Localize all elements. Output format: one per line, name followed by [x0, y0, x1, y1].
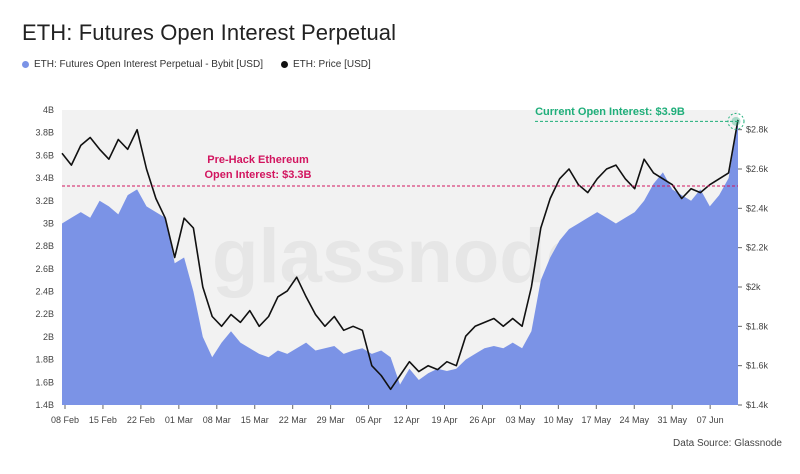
current-marker-ring	[727, 112, 745, 130]
y-left-tick-label: 3.4B	[35, 173, 54, 183]
series-price-line	[61, 119, 739, 391]
series-open-interest-area	[62, 121, 738, 406]
y-left-tick-label: 3.6B	[35, 150, 54, 160]
y-right-tick-label: $2.8k	[746, 125, 769, 135]
x-tick-label: 03 May	[506, 415, 536, 425]
y-right-tick-label: $1.4k	[746, 400, 769, 410]
legend-item-open-interest[interactable]: ETH: Futures Open Interest Perpetual - B…	[22, 59, 263, 70]
y-left-tick-label: 4B	[43, 105, 54, 115]
x-tick-label: 15 Feb	[89, 415, 117, 425]
y-left-tick-label: 1.6B	[35, 377, 54, 387]
x-tick-label: 22 Feb	[127, 415, 155, 425]
annotation-prehack-line2: Open Interest: $3.3B	[205, 169, 312, 181]
annotation-current: Current Open Interest: $3.9B	[535, 106, 685, 118]
x-tick-label: 24 May	[619, 415, 649, 425]
y-left-tick-label: 2.8B	[35, 241, 54, 251]
watermark: glassnode	[212, 214, 588, 299]
y-left-tick-label: 1.8B	[35, 355, 54, 365]
annotation-prehack-line1: Pre-Hack Ethereum	[207, 154, 309, 166]
x-tick-label: 17 May	[582, 415, 612, 425]
y-left-tick-label: 1.4B	[35, 400, 54, 410]
x-tick-label: 12 Apr	[394, 415, 420, 425]
y-right-tick-label: $2.2k	[746, 243, 769, 253]
y-right-tick-label: $2.6k	[746, 164, 769, 174]
legend: ETH: Futures Open Interest Perpetual - B…	[22, 59, 371, 70]
y-right-tick-label: $2.4k	[746, 203, 769, 213]
legend-swatch-price	[280, 61, 288, 68]
legend-swatch-open-interest	[22, 61, 29, 68]
y-left-tick-label: 2B	[43, 332, 54, 342]
x-tick-label: 31 May	[657, 415, 687, 425]
legend-item-price[interactable]: ETH: Price [USD]	[280, 59, 371, 70]
chart-title: ETH: Futures Open Interest Perpetual	[22, 20, 397, 45]
x-tick-label: 05 Apr	[356, 415, 382, 425]
x-tick-label: 22 Mar	[279, 415, 307, 425]
y-right-tick-label: $2k	[746, 282, 761, 292]
y-right-tick-label: $1.8k	[746, 321, 769, 331]
x-tick-label: 08 Feb	[51, 415, 79, 425]
x-tick-label: 15 Mar	[241, 415, 269, 425]
legend-label-open-interest: ETH: Futures Open Interest Perpetual - B…	[34, 59, 263, 70]
x-tick-label: 08 Mar	[203, 415, 231, 425]
x-tick-label: 10 May	[544, 415, 574, 425]
current-marker-dot	[731, 116, 741, 126]
data-source: Data Source: Glassnode	[673, 438, 782, 449]
y-left-tick-label: 2.4B	[35, 287, 54, 297]
y-left-tick-label: 2.2B	[35, 309, 54, 319]
x-tick-label: 07 Jun	[697, 415, 724, 425]
y-right-tick-label: $1.6k	[746, 361, 769, 371]
x-tick-label: 19 Apr	[431, 415, 457, 425]
y-left-tick-label: 2.6B	[35, 264, 54, 274]
x-tick-label: 26 Apr	[469, 415, 495, 425]
x-tick-label: 29 Mar	[317, 415, 345, 425]
y-left-tick-label: 3B	[43, 218, 54, 228]
y-left-tick-label: 3.8B	[35, 128, 54, 138]
legend-label-price: ETH: Price [USD]	[292, 59, 371, 70]
y-left-tick-label: 3.2B	[35, 196, 54, 206]
x-tick-label: 01 Mar	[165, 415, 193, 425]
